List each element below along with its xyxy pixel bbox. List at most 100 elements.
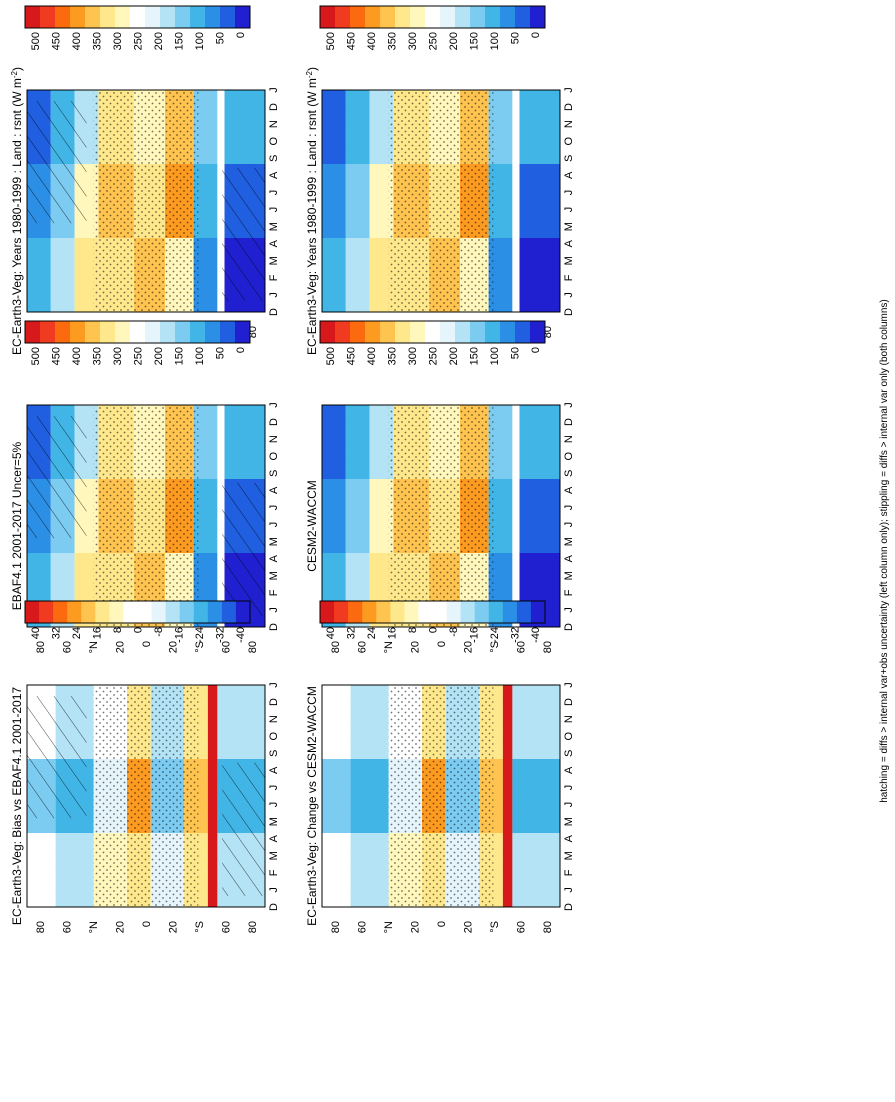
heat-cell (502, 833, 513, 852)
month-tick-label: J (563, 522, 575, 528)
month-tick-label: M (268, 222, 280, 231)
colorbar-swatch (320, 6, 336, 28)
heat-cell (345, 516, 370, 535)
heat-cell (350, 796, 389, 815)
colorbar-swatch (100, 6, 116, 28)
heat-cell (217, 256, 225, 276)
colorbar-swatch (190, 6, 206, 28)
heat-cell (193, 145, 218, 165)
heat-cell (322, 553, 346, 572)
heat-cell (207, 888, 218, 908)
heat-cell (322, 238, 346, 257)
heat-cell (50, 293, 75, 313)
month-tick-label: J (563, 682, 575, 688)
heat-cell (369, 219, 394, 239)
heat-cell (224, 127, 265, 146)
colorbar-swatch (165, 601, 181, 623)
colorbar-swatch (221, 601, 237, 623)
heat-cell (224, 90, 265, 109)
lat-tick-label: 80 (35, 921, 47, 933)
heat-cell (519, 238, 560, 257)
colorbar-tick-label: -24 (489, 627, 501, 643)
heat-cell (488, 423, 513, 443)
colorbar-swatch (85, 321, 101, 343)
heat-cell (193, 182, 218, 202)
month-tick-label: O (268, 137, 280, 146)
lat-tick-label: 20 (410, 641, 422, 653)
plot-frame (321, 404, 561, 628)
colorbar-tick-label: 300 (407, 32, 419, 50)
colorbar-tick-label: 500 (30, 347, 42, 365)
heat-cell (369, 442, 394, 461)
month-tick-label: F (563, 274, 575, 281)
heat-cell (193, 238, 218, 257)
hatch-overlay (222, 762, 265, 896)
heat-cell (322, 219, 346, 239)
colorbar-swatch (500, 321, 516, 343)
heat-cell (322, 127, 346, 146)
month-tick-label: N (268, 435, 280, 443)
lat-tick-label: 60 (357, 921, 369, 933)
colorbar-tick-label: 40 (30, 627, 42, 639)
heat-cell (322, 870, 351, 889)
heat-cell (345, 90, 370, 109)
heat-cell (50, 275, 75, 294)
colorbar-swatch (485, 6, 501, 28)
heat-cell (519, 534, 560, 554)
heat-cell (488, 275, 513, 294)
month-tick-label: S (268, 470, 280, 477)
colorbar-tick-label: 350 (387, 347, 399, 365)
heat-cell (55, 851, 94, 871)
panel-title: EC-Earth3-Veg: Change vs CESM2-WACCM (305, 686, 319, 926)
heat-cell (519, 256, 560, 276)
heat-cell (345, 219, 370, 239)
heat-cell (488, 553, 513, 572)
heat-cell (369, 460, 394, 480)
month-tick-label: O (563, 452, 575, 461)
heat-cell (369, 571, 394, 591)
month-tick-label: J (268, 887, 280, 893)
stipple-overlay (93, 90, 199, 312)
lat-tick-label: 80 (542, 641, 554, 653)
plot-frame (26, 684, 266, 908)
heat-cell (512, 590, 520, 609)
heat-cell (512, 182, 520, 202)
heat-cell (488, 256, 513, 276)
colorbar-swatch (175, 321, 191, 343)
colorbar-swatch (432, 601, 447, 623)
colorbar-swatch (235, 601, 251, 623)
month-tick-label: M (563, 537, 575, 546)
heat-cell (350, 759, 389, 778)
colorbar-tick-label: 0 (530, 347, 542, 353)
month-tick-label: A (268, 171, 280, 179)
month-tick-label: M (563, 222, 575, 231)
colorbar: 500 450 400 350 300 250 200 150 100 50 0 (319, 5, 546, 50)
heat-cell (502, 814, 513, 834)
heat-cell (519, 145, 560, 165)
lat-tick-label: °S (489, 921, 501, 933)
month-tick-label: A (563, 486, 575, 494)
lat-tick-label: 80 (542, 921, 554, 933)
heat-cell (217, 516, 225, 535)
heat-cell (193, 571, 218, 591)
heat-cell (322, 888, 351, 908)
hatch-overlay (222, 482, 265, 616)
month-tick-label: M (268, 256, 280, 265)
heat-cell (519, 275, 560, 294)
colorbar-swatch (220, 6, 236, 28)
heat-cell (512, 851, 560, 871)
heat-cell (519, 405, 560, 424)
month-tick-label: J (268, 292, 280, 298)
colorbar: 40 32 24 16 8 0 -8 -16 -24 -32 -40 (319, 600, 546, 643)
colorbar-tick-label: 40 (325, 627, 337, 639)
month-tick-label: D (268, 308, 280, 316)
heat-cell (350, 833, 389, 852)
heat-cell (512, 777, 560, 797)
heat-cell (322, 145, 346, 165)
month-tick-label: N (563, 715, 575, 723)
colorbar-tick-label: 200 (153, 347, 165, 365)
heat-cell (322, 108, 346, 128)
colorbar-swatch (25, 6, 41, 28)
heat-cell (502, 722, 513, 741)
heat-cell (207, 685, 218, 704)
